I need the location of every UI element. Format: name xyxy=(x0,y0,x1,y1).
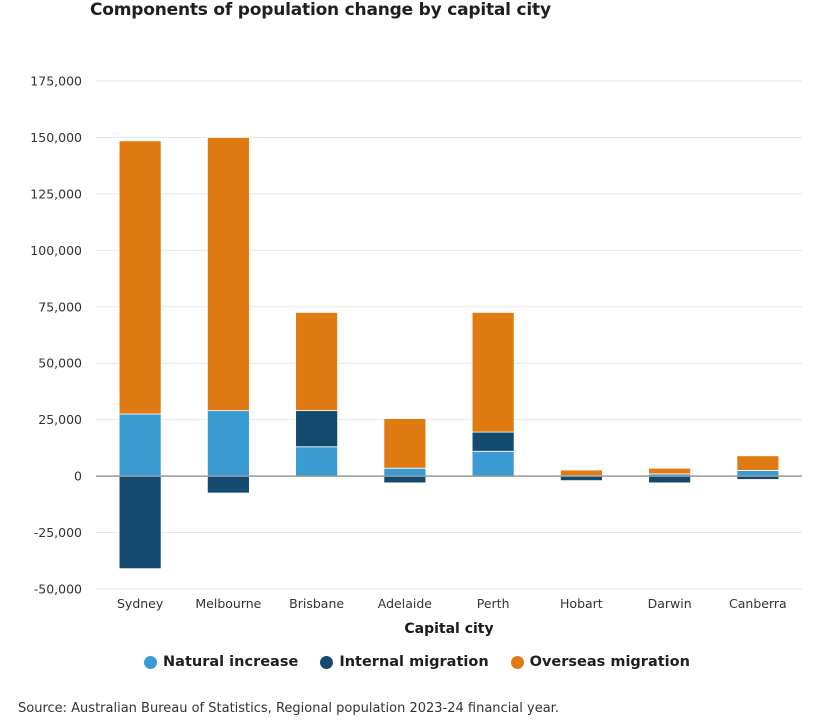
legend-item-natural-increase[interactable]: Natural increase xyxy=(144,654,298,670)
x-axis-title: Capital city xyxy=(404,621,493,637)
bar-perth-internal-migration[interactable] xyxy=(471,431,515,452)
bar-canberra-overseas-migration[interactable] xyxy=(736,455,780,471)
y-tick-label: 75,000 xyxy=(38,299,82,314)
chart-title: Components of population change by capit… xyxy=(90,0,551,20)
grid-lines xyxy=(96,80,802,590)
bar-adelaide-natural-increase[interactable] xyxy=(383,467,427,477)
legend-swatch xyxy=(510,655,524,669)
bar-brisbane-overseas-migration[interactable] xyxy=(295,312,339,412)
x-tick-label: Perth xyxy=(477,596,510,611)
bar-sydney-natural-increase[interactable] xyxy=(118,413,162,477)
legend-swatch xyxy=(144,655,158,669)
legend-label: Internal migration xyxy=(339,654,489,670)
legend: Natural increase Internal migration Overse… xyxy=(0,654,834,670)
y-tick-label: 0 xyxy=(74,469,82,484)
x-tick-label: Brisbane xyxy=(289,596,344,611)
chart-plot: 175,000 150,000 125,000 100,000 75,000 50,000… xyxy=(30,74,802,637)
bar-perth-overseas-migration[interactable] xyxy=(471,312,515,433)
legend-label: Overseas migration xyxy=(529,654,690,670)
x-tick-label: Melbourne xyxy=(195,596,261,611)
y-tick-label: 175,000 xyxy=(30,74,82,89)
y-tick-label: -50,000 xyxy=(34,582,82,597)
y-axis-ticks: 175,000 150,000 125,000 100,000 75,000 50,000… xyxy=(30,74,82,597)
bar-brisbane-internal-migration[interactable] xyxy=(295,410,339,448)
x-tick-label: Hobart xyxy=(560,596,603,611)
bar-sydney-overseas-migration[interactable] xyxy=(118,140,162,415)
x-axis-ticks: Sydney Melbourne Brisbane Adelaide Perth Hoba… xyxy=(117,596,787,611)
x-tick-label: Canberra xyxy=(729,596,787,611)
x-tick-label: Darwin xyxy=(648,596,692,611)
bar-darwin-overseas-migration[interactable] xyxy=(648,467,692,475)
bar-sydney-internal-migration[interactable] xyxy=(118,475,162,570)
bar-brisbane-natural-increase[interactable] xyxy=(295,446,339,477)
bar-hobart-overseas-migration[interactable] xyxy=(559,469,603,477)
bar-canberra-natural-increase[interactable] xyxy=(736,470,780,477)
bar-melbourne-internal-migration[interactable] xyxy=(206,475,250,494)
legend-swatch xyxy=(320,655,334,669)
bar-adelaide-overseas-migration[interactable] xyxy=(383,418,427,469)
legend-item-overseas-migration[interactable]: Overseas migration xyxy=(510,654,690,670)
x-tick-label: Adelaide xyxy=(378,596,432,611)
legend-item-internal-migration[interactable]: Internal migration xyxy=(320,654,489,670)
x-tick-label: Sydney xyxy=(117,596,164,611)
y-tick-label: 150,000 xyxy=(30,130,82,145)
y-tick-label: 125,000 xyxy=(30,186,82,201)
bar-perth-natural-increase[interactable] xyxy=(471,450,515,477)
y-tick-label: 50,000 xyxy=(38,356,82,371)
y-tick-label: 25,000 xyxy=(38,412,82,427)
bars xyxy=(118,137,780,570)
bar-darwin-internal-migration[interactable] xyxy=(648,475,692,484)
bar-melbourne-overseas-migration[interactable] xyxy=(206,137,250,412)
source-note: Source: Australian Bureau of Statistics,… xyxy=(18,701,559,716)
y-tick-label: 100,000 xyxy=(30,243,82,258)
bar-adelaide-internal-migration[interactable] xyxy=(383,475,427,484)
bar-melbourne-natural-increase[interactable] xyxy=(206,410,250,477)
legend-label: Natural increase xyxy=(163,654,299,670)
y-tick-label: -25,000 xyxy=(34,525,82,540)
